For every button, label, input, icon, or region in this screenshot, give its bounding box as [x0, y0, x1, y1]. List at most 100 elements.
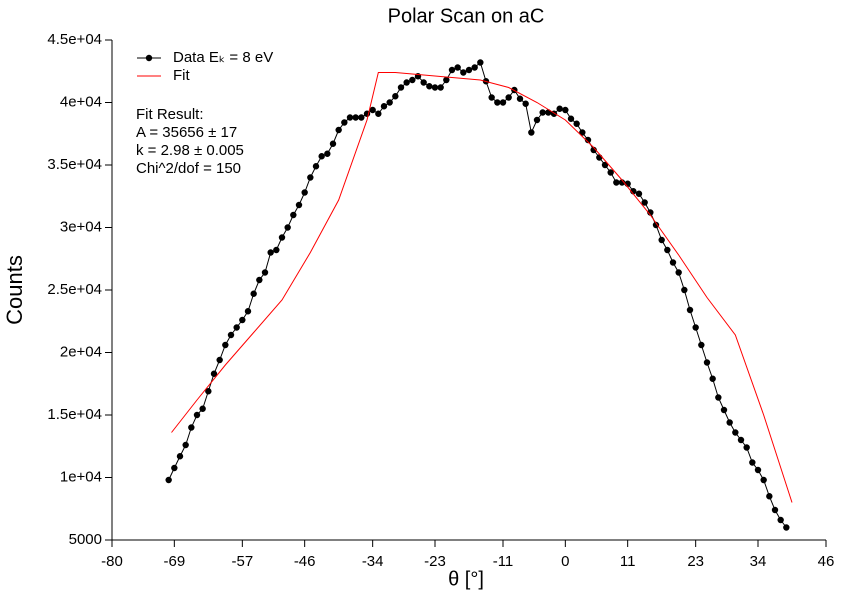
data-point — [601, 161, 609, 169]
data-point — [335, 126, 342, 134]
x-tick-label: -11 — [493, 553, 514, 570]
data-point — [261, 269, 269, 276]
data-point — [397, 84, 405, 91]
data-point — [386, 99, 393, 106]
data-point — [556, 105, 563, 112]
data-point — [318, 153, 325, 160]
legend-label: Data Eₖ = 8 eV — [173, 49, 273, 66]
legend-label: Fit — [173, 67, 190, 84]
data-point — [210, 370, 218, 377]
data-point — [171, 464, 178, 472]
data-point — [635, 190, 643, 197]
data-point — [533, 116, 541, 124]
data-point — [454, 64, 461, 71]
data-point — [352, 114, 359, 121]
annotation: Fit Result: — [136, 106, 204, 123]
x-tick-label: -57 — [231, 553, 253, 570]
data-point — [420, 79, 427, 86]
series-line — [168, 61, 787, 528]
y-tick-label: 1.5e+04 — [47, 406, 102, 423]
data-point — [176, 453, 184, 460]
chart-title: Polar Scan on aC — [388, 5, 545, 27]
data-point — [329, 140, 337, 147]
data-point — [539, 109, 546, 116]
data-point — [607, 169, 614, 176]
y-tick-label: 1e+04 — [60, 468, 102, 485]
data-point — [443, 76, 450, 84]
data-point — [233, 324, 240, 331]
data-point — [409, 76, 416, 84]
data-point — [715, 394, 722, 401]
y-tick-label: 2e+04 — [60, 343, 102, 360]
data-point — [596, 154, 603, 161]
data-point — [460, 69, 467, 76]
data-point — [346, 114, 354, 121]
y-tick-label: 3e+04 — [60, 218, 102, 235]
data-point — [720, 406, 728, 414]
data-point — [669, 259, 677, 266]
data-point — [437, 84, 444, 91]
y-tick-label: 4e+04 — [60, 93, 102, 110]
data-point — [692, 324, 699, 331]
data-point — [641, 199, 648, 206]
data-point — [256, 276, 263, 284]
data-point — [499, 99, 507, 106]
data-point — [375, 110, 382, 117]
annotation: k = 2.98 ± 0.005 — [136, 142, 244, 159]
data-point — [545, 109, 552, 116]
legend-marker — [145, 54, 153, 62]
data-point — [783, 524, 790, 531]
data-point — [726, 419, 733, 426]
data-point — [267, 249, 274, 256]
data-point — [567, 115, 575, 122]
x-tick-label: 34 — [750, 553, 767, 570]
series-line — [171, 72, 793, 503]
data-point — [562, 106, 569, 114]
data-point — [488, 94, 495, 101]
x-tick-label: -69 — [163, 553, 185, 570]
data-point — [358, 114, 365, 121]
data-point — [760, 476, 767, 484]
data-point — [618, 179, 626, 186]
data-point — [664, 246, 671, 254]
data-point — [324, 150, 331, 157]
data-point — [686, 306, 694, 314]
data-point — [709, 375, 716, 382]
data-point — [777, 516, 784, 524]
data-point — [392, 93, 399, 100]
x-tick-label: 23 — [687, 553, 704, 570]
x-tick-label: 0 — [561, 553, 569, 570]
data-point — [193, 411, 201, 419]
data-point — [227, 331, 235, 339]
data-point — [675, 269, 682, 276]
data-point — [165, 476, 172, 484]
annotation: Chi^2/dof = 150 — [136, 160, 241, 177]
y-tick-label: 2.5e+04 — [47, 281, 102, 298]
data-point — [431, 84, 439, 91]
x-tick-label: 46 — [818, 553, 835, 570]
data-point — [380, 103, 388, 110]
data-point — [244, 308, 252, 315]
data-point — [448, 66, 456, 74]
data-point — [307, 174, 314, 181]
y-axis-label: Counts — [2, 255, 27, 325]
data-point — [199, 405, 206, 412]
data-point — [312, 163, 320, 170]
x-tick-label: -23 — [424, 553, 446, 570]
data-point — [528, 129, 535, 136]
data-point — [573, 120, 580, 127]
data-point — [477, 59, 484, 66]
data-point — [658, 236, 665, 244]
data-point — [369, 106, 376, 114]
data-point — [273, 246, 280, 254]
x-tick-label: -80 — [101, 553, 123, 570]
data-point — [652, 221, 660, 229]
data-point — [630, 188, 637, 195]
data-point — [522, 100, 529, 107]
data-point — [284, 224, 291, 231]
data-point — [301, 189, 308, 196]
data-point — [239, 316, 246, 324]
x-tick-label: -34 — [362, 553, 384, 570]
y-tick-label: 5000 — [69, 531, 102, 548]
data-point — [749, 459, 756, 466]
